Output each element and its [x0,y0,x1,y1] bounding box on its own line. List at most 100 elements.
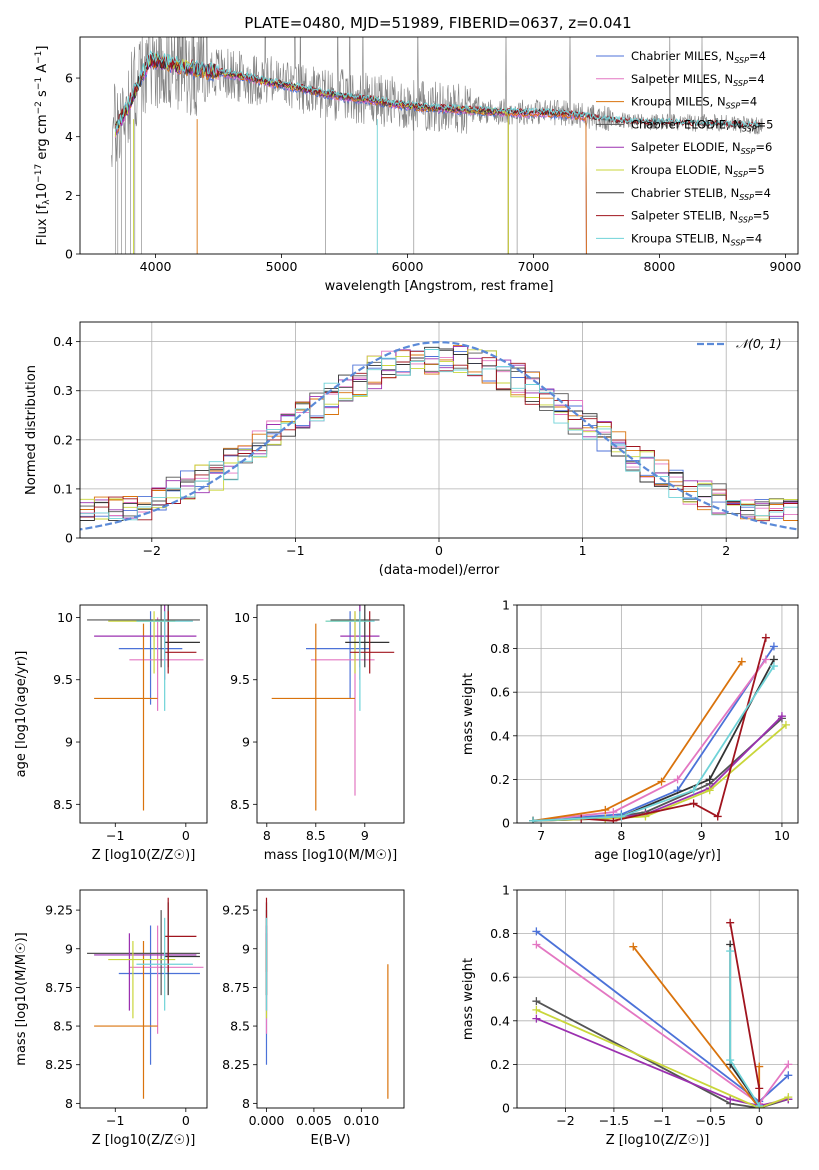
y-tick-label: 8.75 [222,980,250,995]
y-tick-label: 8.5 [230,797,250,812]
y-tick-label: 0.4 [490,728,510,743]
x-axis-label: mass [log10(M/M☉)] [264,848,397,863]
legend: Chabrier MILES, NSSP=4 Salpeter MILES, NS… [596,49,773,247]
x-tick-label: −2 [143,543,161,558]
legend-entry: Kroupa ELODIE, NSSP=5 [631,163,765,179]
y-axis-label: mass weight [461,673,476,755]
y-tick-label: 0.6 [490,970,510,985]
histogram-kroupa-stelib [80,349,798,521]
residuals-panel: −2 −1 0 1 2 0 0.1 0.2 0.3 0.4 (data-model)/error No… [24,321,799,578]
axes-frame [79,889,208,1109]
weight-marker [784,1060,793,1069]
x-tick-label: −2 [556,1113,574,1128]
plot-area [532,918,793,1108]
model-line-kroupa-stelib [114,50,761,132]
y-tick-label: 0.2 [490,772,510,787]
y-tick-label: 8.5 [230,1019,250,1034]
weight-marker [532,927,541,936]
x-tick-label: 0 [182,828,190,843]
y-tick-label: 0.8 [490,641,510,656]
plot-area [87,605,204,811]
plot-area [111,37,763,254]
weight-marker [689,786,698,795]
y-tick-label: 0 [502,816,510,831]
weight-marker [657,777,666,786]
legend-entry: Chabrier STELIB, NSSP=4 [631,186,771,202]
weight-line-salpeter-miles [533,658,767,822]
y-tick-label: 8.25 [45,1057,73,1072]
histogram-chabrier-stelib [80,346,798,522]
weight-marker [601,805,610,814]
x-axis-label: wavelength [Angstrom, rest frame] [325,279,554,294]
x-tick-label: 8 [263,828,271,843]
x-tick-label: 6000 [392,259,424,274]
age-vs-Z-panel: −1 0 8.5 9 9.5 10 Z [log10(Z/Z☉)] age [log10(ag… [14,604,208,863]
mass-vs-ebv-panel: 0.000 0.005 0.010 8 8.25 8.5 8.75 9 9.25 E(B-V) [222,889,405,1148]
weight-marker [761,633,770,642]
y-tick-label: 0.2 [53,432,73,447]
weight-marker [532,940,541,949]
massweight-vs-age-panel: 7 8 9 10 0 0.2 0.4 0.6 0.8 1 age [log10(age/yr)] ma… [461,598,799,863]
y-tick-label: 6 [65,71,73,86]
weight-line-kroupa-elodie [536,1009,789,1108]
observed-spectrum-line [111,37,763,254]
weight-line-chabrier-miles [533,645,775,822]
y-tick-label: 9.5 [230,672,250,687]
age-vs-mass-panel: 8 8.5 9 8.5 9 9.5 10 mass [log10(M/M☉)] [230,604,405,863]
x-tick-label: 0 [755,1113,763,1128]
y-tick-label: 0.8 [490,926,510,941]
y-tick-label: 9 [242,941,250,956]
x-tick-label: 2 [722,543,730,558]
y-tick-label: 10 [57,610,73,625]
x-tick-label: 9 [361,828,369,843]
figure-title: PLATE=0480, MJD=51989, FIBERID=0637, z=0… [244,14,631,32]
x-tick-label: 8000 [644,259,676,274]
weight-marker [617,812,626,821]
x-axis-label: Z [log10(Z/Z☉)] [606,1133,710,1148]
x-tick-label: 1 [579,543,587,558]
weight-marker [601,814,610,823]
x-tick-label: 0 [435,543,443,558]
y-tick-label: 9.25 [222,903,250,918]
x-axis-label: Z [log10(Z/Z☉)] [92,1133,196,1148]
x-tick-label: 9 [698,828,706,843]
y-tick-label: 0.4 [53,334,73,349]
x-tick-label: 0 [182,1113,190,1128]
x-tick-label: −1 [106,1113,124,1128]
legend-entry: Chabrier MILES, NSSP=4 [631,49,766,65]
y-tick-label: 8.25 [222,1057,250,1072]
weight-marker [705,775,714,784]
weight-line-kroupa-miles [532,661,743,822]
weight-marker [726,918,735,927]
weight-marker [777,712,786,721]
y-tick-label: 0.2 [490,1057,510,1072]
y-axis-label: Normed distribution [24,365,39,495]
x-tick-label: 5000 [266,259,298,274]
y-tick-label: 0.1 [53,481,73,496]
weight-marker [532,1014,541,1023]
x-tick-label: −1.5 [599,1113,629,1128]
plot-area [271,605,395,811]
weight-marker [761,655,770,664]
massweight-vs-Z-panel: −2 −1.5 −1 −0.5 0 0 0.2 0.4 0.6 0.8 1 Z [log10(Z/Z☉… [461,883,799,1148]
y-tick-label: 1 [502,598,510,613]
weight-marker [629,942,638,951]
weight-marker [532,997,541,1006]
axes-frame [79,36,799,255]
x-tick-label: 0.005 [296,1113,332,1128]
y-tick-label: 9.25 [45,903,73,918]
y-tick-label: 0.4 [490,1013,510,1028]
weight-marker [755,1062,764,1071]
x-tick-label: 8.5 [306,828,326,843]
weight-marker [705,786,714,795]
weight-marker [726,1095,735,1104]
x-tick-label: −1 [653,1113,671,1128]
x-tick-label: 4000 [140,259,172,274]
y-tick-label: 8 [242,1096,250,1111]
x-tick-label: 7000 [518,259,550,274]
x-tick-label: 0.000 [249,1113,285,1128]
weight-marker [689,799,698,808]
y-axis-label: mass [log10(M/M☉)] [14,932,29,1065]
weight-marker [609,816,618,823]
